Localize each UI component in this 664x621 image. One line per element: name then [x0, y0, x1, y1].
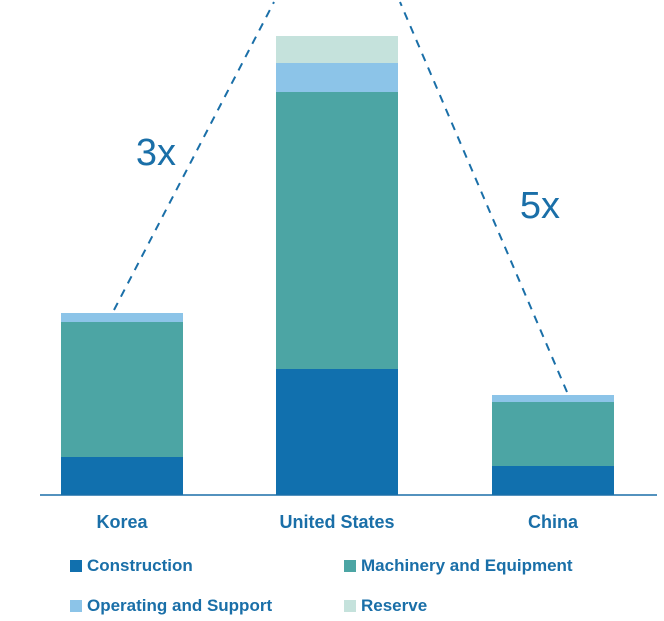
category-label-united-states: United States	[279, 512, 394, 532]
legend-label-construction: Construction	[87, 556, 193, 575]
legend-swatch-reserve	[344, 600, 356, 612]
stacked-bar-chart: 3x 5x Korea United States China	[40, 1, 657, 532]
bar-china-machinery-and-equipment	[492, 402, 614, 466]
legend-swatch-machinery-and-equipment	[344, 560, 356, 572]
legend-item-reserve: Reserve	[344, 596, 427, 616]
category-labels: Korea United States China	[96, 512, 578, 532]
bar-united-states-construction	[276, 369, 398, 495]
legend-label-operating-and-support: Operating and Support	[87, 596, 273, 615]
category-label-china: China	[528, 512, 579, 532]
category-label-korea: Korea	[96, 512, 148, 532]
bar-korea-construction	[61, 457, 183, 495]
dashed-line-korea-to-united-states	[113, 1, 275, 311]
bar-united-states-machinery-and-equipment	[276, 92, 398, 369]
bar-china-construction	[492, 466, 614, 495]
bars-group	[61, 36, 614, 495]
annotation-5x: 5x	[520, 185, 560, 227]
legend-label-machinery-and-equipment: Machinery and Equipment	[361, 556, 573, 575]
bar-korea-machinery-and-equipment	[61, 322, 183, 457]
annotations-group: 3x 5x	[113, 1, 568, 393]
bar-korea-operating-and-support	[61, 313, 183, 322]
legend-item-machinery-and-equipment: Machinery and Equipment	[344, 556, 573, 576]
legend-swatch-construction	[70, 560, 82, 572]
legend-swatch-operating-and-support	[70, 600, 82, 612]
legend-item-construction: Construction	[70, 556, 193, 576]
legend-label-reserve: Reserve	[361, 596, 428, 615]
dashed-line-china-to-united-states	[399, 1, 568, 393]
annotation-3x: 3x	[136, 132, 176, 174]
bar-united-states-operating-and-support	[276, 63, 398, 92]
legend-item-operating-and-support: Operating and Support	[70, 596, 272, 616]
bar-united-states-reserve	[276, 36, 398, 63]
bar-china-operating-and-support	[492, 395, 614, 402]
